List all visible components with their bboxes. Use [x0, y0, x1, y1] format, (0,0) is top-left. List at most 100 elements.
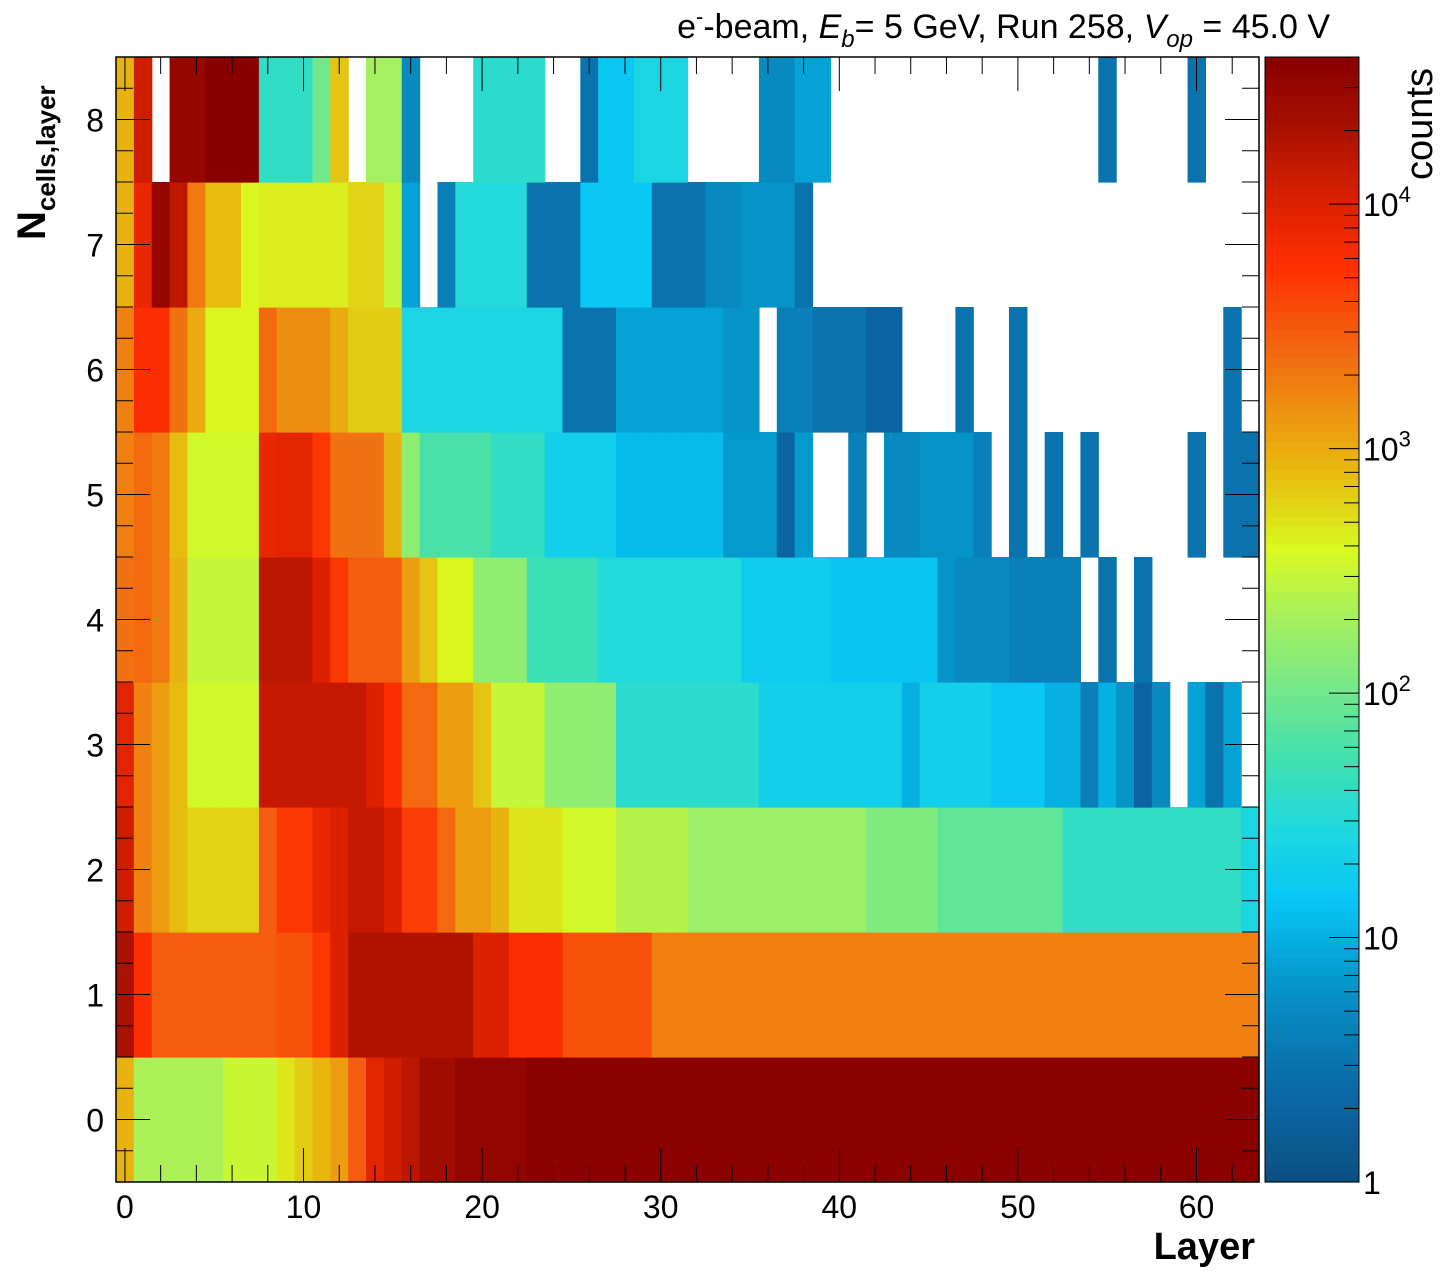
- heatmap-cell: [241, 557, 260, 683]
- heatmap-cell: [473, 682, 492, 808]
- heatmap-cell: [473, 807, 492, 933]
- heatmap-cell: [151, 807, 171, 933]
- heatmap-cell: [455, 807, 474, 933]
- heatmap-cell: [848, 807, 867, 933]
- heatmap-cell: [991, 807, 1010, 933]
- heatmap-cell: [1080, 1057, 1099, 1183]
- y-tick-label: 0: [86, 1103, 104, 1139]
- heatmap-cell: [419, 432, 439, 558]
- heatmap-cell: [919, 932, 939, 1058]
- heatmap-cell: [151, 182, 171, 308]
- color-scale-step: [1265, 938, 1359, 949]
- heatmap-cell: [866, 307, 885, 433]
- heatmap-cell: [491, 932, 510, 1058]
- heatmap-cell: [794, 682, 814, 808]
- heatmap-cell: [758, 557, 778, 683]
- color-scale-step: [1265, 1144, 1359, 1155]
- heatmap-cell: [1205, 807, 1224, 933]
- heatmap-cell: [455, 432, 474, 558]
- heatmap-cell: [776, 182, 796, 308]
- heatmap-cell: [1098, 807, 1117, 933]
- heatmap-cell: [508, 557, 528, 683]
- heatmap-cell: [812, 807, 831, 933]
- color-scale-step: [1265, 610, 1359, 621]
- heatmap-cell: [598, 57, 617, 183]
- heatmap-cell: [883, 557, 903, 683]
- heatmap-cell: [258, 682, 278, 808]
- heatmap-cell: [866, 807, 885, 933]
- heatmap-cell: [276, 557, 296, 683]
- heatmap-cell: [758, 57, 778, 183]
- heatmap-cell: [651, 932, 671, 1058]
- color-scale-step: [1265, 535, 1359, 546]
- heatmap-cell: [401, 432, 421, 558]
- color-scale-step: [1265, 253, 1359, 264]
- heatmap-cell: [562, 182, 581, 308]
- heatmap-cell: [937, 682, 956, 808]
- heatmap-cell: [616, 557, 635, 683]
- heatmap-cell: [651, 307, 671, 433]
- heatmap-cell: [348, 932, 367, 1058]
- heatmap-cell: [580, 682, 599, 808]
- heatmap-cell: [830, 1057, 849, 1183]
- heatmap-cell: [151, 557, 171, 683]
- color-scale-step: [1265, 910, 1359, 921]
- heatmap-cell: [1062, 932, 1082, 1058]
- heatmap-cell: [223, 1057, 242, 1183]
- heatmap-cell: [687, 807, 706, 933]
- color-scale-step: [1265, 957, 1359, 967]
- heatmap-cell: [241, 932, 260, 1058]
- color-scale-step: [1265, 1003, 1359, 1014]
- heatmap-cell: [1008, 932, 1028, 1058]
- heatmap-cell: [187, 57, 206, 183]
- heatmap-cell: [187, 1057, 206, 1183]
- color-scale-step: [1265, 572, 1359, 583]
- color-scale-step: [1265, 160, 1359, 171]
- heatmap-cell: [491, 182, 510, 308]
- heatmap-cell: [312, 1057, 331, 1183]
- heatmap-cell: [205, 557, 224, 683]
- z-tick-label: 102: [1363, 671, 1411, 712]
- heatmap-cell: [598, 1057, 617, 1183]
- color-scale-step: [1265, 628, 1359, 639]
- heatmap-cell: [544, 557, 564, 683]
- heatmap-cell: [276, 682, 296, 808]
- heatmap-cell: [1062, 1057, 1082, 1183]
- heatmap-cell: [312, 432, 331, 558]
- heatmap-cell: [419, 557, 439, 683]
- heatmap-cell: [651, 807, 671, 933]
- heatmap-cell: [437, 807, 456, 933]
- x-tick-label: 30: [643, 1189, 679, 1225]
- heatmap-cell: [991, 932, 1010, 1058]
- color-scale-step: [1265, 713, 1359, 724]
- heatmap-cells: [116, 57, 1260, 1183]
- heatmap-cell: [562, 1057, 581, 1183]
- color-scale-step: [1265, 1041, 1359, 1052]
- heatmap-cell: [526, 307, 546, 433]
- heatmap-cell: [1026, 932, 1046, 1058]
- heatmap-cell: [455, 182, 474, 308]
- color-scale-step: [1265, 488, 1359, 499]
- heatmap-cell: [223, 432, 242, 558]
- heatmap-cell: [151, 307, 171, 433]
- heatmap-cell: [669, 182, 689, 308]
- heatmap-cell: [776, 807, 796, 933]
- color-scale-step: [1265, 122, 1359, 133]
- heatmap-cell: [544, 307, 564, 433]
- heatmap-cell: [741, 807, 760, 933]
- heatmap-cell: [348, 807, 367, 933]
- heatmap-cell: [473, 1057, 492, 1183]
- heatmap-cell: [973, 1057, 992, 1183]
- heatmap-cell: [330, 307, 349, 433]
- heatmap-cell: [848, 432, 867, 558]
- heatmap-cell: [330, 932, 349, 1058]
- heatmap-cell: [901, 807, 921, 933]
- heatmap-cell: [776, 307, 796, 433]
- heatmap-cell: [1169, 932, 1189, 1058]
- heatmap-cell: [794, 432, 814, 558]
- color-scale-step: [1265, 178, 1359, 189]
- heatmap-cell: [276, 1057, 296, 1183]
- heatmap-cell: [633, 807, 653, 933]
- heatmap-cell: [276, 307, 296, 433]
